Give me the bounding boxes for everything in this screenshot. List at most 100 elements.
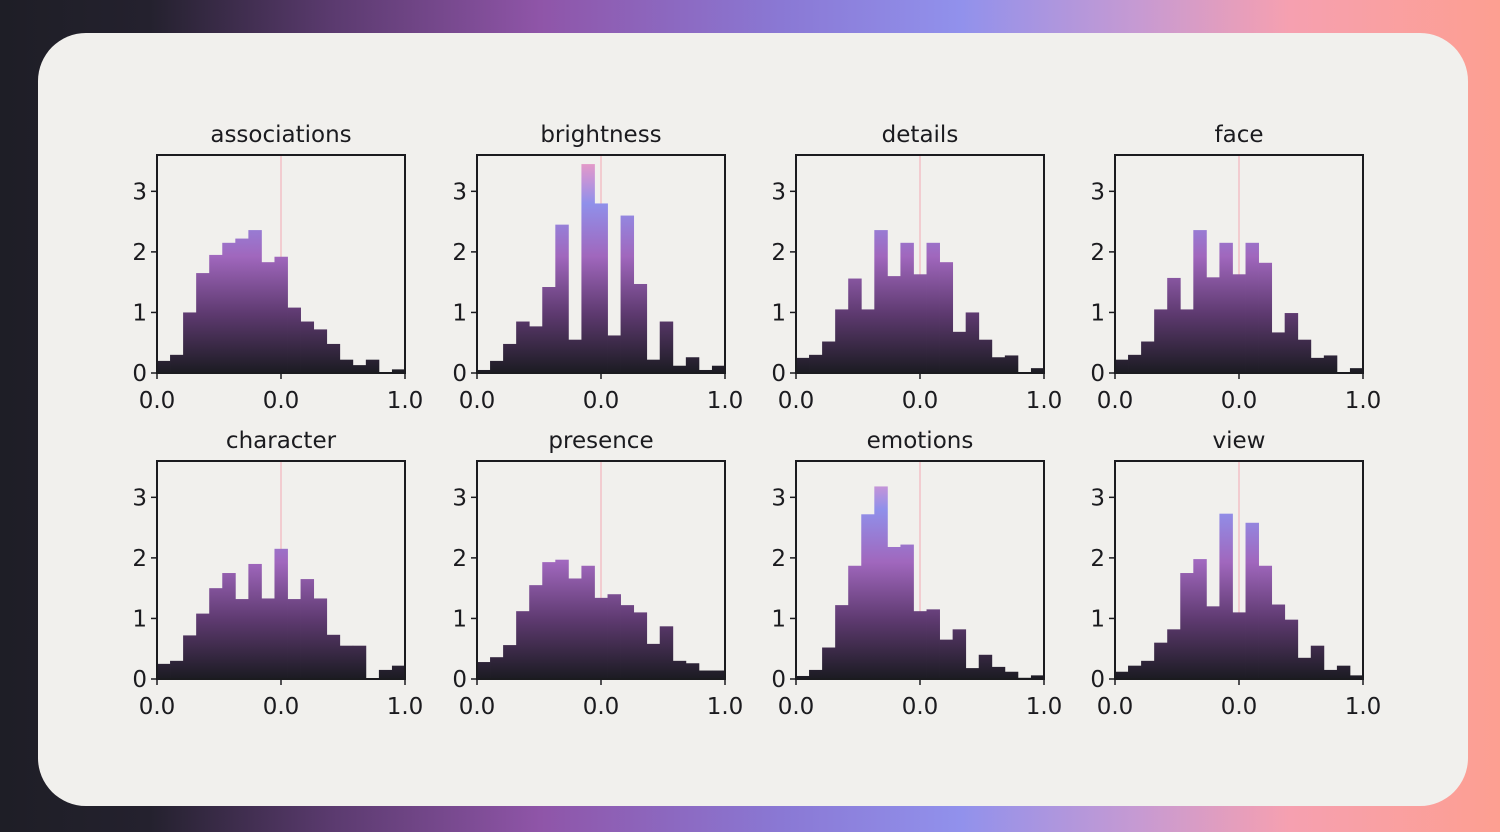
histogram-bar xyxy=(183,312,197,373)
histogram-bar xyxy=(939,639,954,679)
x-tick-label: 1.0 xyxy=(707,388,744,414)
histogram-bar xyxy=(391,369,406,373)
histogram-bar xyxy=(672,365,687,373)
histogram-bar xyxy=(183,635,197,679)
subplot-title: view xyxy=(1213,428,1266,454)
histogram-bar xyxy=(516,321,530,373)
histogram-bar xyxy=(620,215,635,373)
histogram-bar xyxy=(391,665,406,679)
histogram-bar xyxy=(620,605,635,679)
histogram-face: face 0 1 2 3 0.0 0.0 1.0 xyxy=(1090,122,1381,414)
histogram-bar xyxy=(1349,675,1364,679)
x-tick-label: 0.0 xyxy=(1097,388,1134,414)
y-tick-label: 0 xyxy=(452,667,467,693)
histogram-bar xyxy=(685,357,700,373)
x-tick-label: 1.0 xyxy=(707,694,744,720)
histogram-bar xyxy=(339,645,354,679)
histogram-bar xyxy=(711,670,726,679)
x-tick-label: 1.0 xyxy=(1026,694,1063,720)
histogram-bar xyxy=(1128,665,1142,679)
histogram-bar xyxy=(1219,242,1233,373)
histogram-details: details 0 1 2 3 0.0 0.0 1.0 xyxy=(771,122,1062,414)
x-tick-label: 1.0 xyxy=(1026,388,1063,414)
y-tick-label: 1 xyxy=(132,606,147,632)
histogram-bar xyxy=(555,224,569,373)
y-tick-label: 0 xyxy=(1090,361,1105,387)
x-tick-label: 0.0 xyxy=(1221,388,1258,414)
histogram-bar xyxy=(1030,675,1045,679)
histogram-bar xyxy=(1349,368,1364,373)
histogram-bar xyxy=(1271,604,1286,679)
histogram-bar xyxy=(633,283,648,373)
histogram-bar xyxy=(1154,642,1168,679)
histogram-bar xyxy=(646,643,661,679)
histogram-bar xyxy=(861,514,875,679)
histogram-bar xyxy=(887,546,901,679)
histogram-bar xyxy=(965,668,980,679)
histogram-bar xyxy=(952,629,967,679)
y-tick-label: 0 xyxy=(132,361,147,387)
histogram-bar xyxy=(926,242,940,373)
subplot-title: presence xyxy=(548,428,653,454)
y-tick-label: 0 xyxy=(771,361,786,387)
histogram-bar xyxy=(170,354,184,373)
histogram-bar xyxy=(1193,230,1207,373)
histogram-bar xyxy=(672,660,687,679)
y-tick-label: 3 xyxy=(771,485,786,511)
histogram-bar xyxy=(1154,309,1168,373)
histogram-bar xyxy=(529,585,543,679)
histogram-bar xyxy=(157,663,171,679)
histogram-bar xyxy=(633,612,648,679)
y-tick-label: 1 xyxy=(132,300,147,326)
x-tick-label: 1.0 xyxy=(1345,694,1382,720)
histogram-bar xyxy=(1193,559,1207,679)
x-tick-label: 0.0 xyxy=(263,388,300,414)
histogram-bar xyxy=(516,611,530,679)
histogram-bar xyxy=(352,365,367,373)
histogram-associations: associations 0 1 2 3 0.0 0.0 1.0 xyxy=(132,122,423,414)
histogram-bar xyxy=(1232,612,1246,679)
histogram-bar xyxy=(287,599,301,679)
x-tick-label: 1.0 xyxy=(387,694,424,720)
histogram-bar xyxy=(913,274,927,373)
histogram-bar xyxy=(861,309,875,373)
histogram-bar xyxy=(1284,313,1299,373)
histogram-bar xyxy=(542,287,556,373)
y-tick-label: 2 xyxy=(1090,546,1105,572)
histogram-bar xyxy=(222,573,236,679)
histogram-bar xyxy=(503,645,517,679)
histogram-bar xyxy=(1271,332,1286,373)
histogram-bar xyxy=(542,562,556,679)
histogram-bar xyxy=(822,647,836,679)
histogram-view: view 0 1 2 3 0.0 0.0 1.0 xyxy=(1090,428,1381,720)
histogram-bar xyxy=(568,578,582,679)
histogram-bar xyxy=(1004,671,1019,679)
histogram-bar xyxy=(698,670,713,679)
y-tick-label: 3 xyxy=(132,179,147,205)
histogram-bar xyxy=(287,307,301,373)
histogram-bar xyxy=(157,360,171,373)
x-tick-label: 0.0 xyxy=(583,694,620,720)
y-tick-label: 1 xyxy=(452,300,467,326)
histogram-bar xyxy=(1310,645,1325,679)
y-tick-label: 0 xyxy=(452,361,467,387)
histogram-bar xyxy=(848,278,862,373)
x-tick-label: 0.0 xyxy=(902,388,939,414)
x-tick-label: 1.0 xyxy=(387,388,424,414)
histogram-bar xyxy=(900,544,914,679)
y-tick-label: 3 xyxy=(771,179,786,205)
histogram-bar xyxy=(300,321,315,373)
x-tick-label: 0.0 xyxy=(778,694,815,720)
histogram-bar xyxy=(477,369,491,373)
histogram-bar xyxy=(1323,355,1338,373)
histogram-bar xyxy=(378,669,393,679)
y-tick-label: 1 xyxy=(1090,606,1105,632)
y-tick-label: 2 xyxy=(132,546,147,572)
histogram-bar xyxy=(568,339,582,373)
histogram-bar xyxy=(1115,359,1129,373)
histogram-bar xyxy=(1219,513,1233,679)
histogram-bar xyxy=(939,262,954,373)
histogram-bar xyxy=(1284,619,1299,679)
histogram-bar xyxy=(326,634,341,679)
histogram-bar xyxy=(1258,565,1273,679)
